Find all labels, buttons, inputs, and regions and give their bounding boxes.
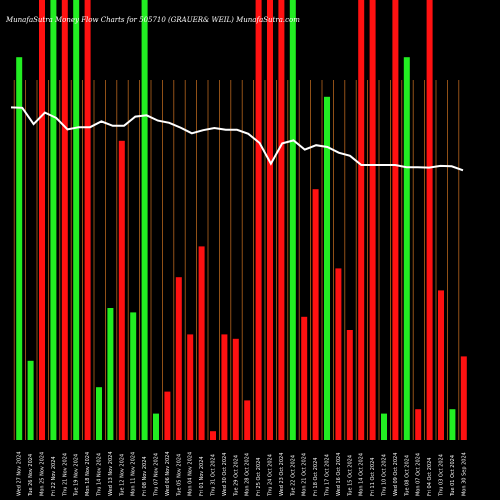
bar [61, 0, 68, 440]
x-tick-label: Thu 10 Oct 2024 [382, 454, 388, 497]
bar [107, 308, 114, 440]
x-tick-label: Mon 30 Sep 2024 [461, 452, 467, 496]
x-tick-label: Thu 21 Nov 2024 [62, 453, 68, 497]
x-tick-label: Thu 31 Oct 2024 [211, 454, 217, 497]
bar [221, 334, 228, 440]
bar [289, 0, 296, 440]
bar [403, 57, 410, 440]
bar-series [16, 0, 467, 441]
x-tick-label: Wed 06 Nov 2024 [165, 451, 171, 496]
bar [346, 330, 353, 440]
x-tick-label: Wed 27 Nov 2024 [17, 451, 23, 496]
x-tick-label: Wed 13 Nov 2024 [108, 451, 114, 496]
bar [96, 387, 102, 440]
x-tick-label: Fri 18 Oct 2024 [313, 458, 319, 496]
x-tick-label: Tue 22 Oct 2024 [290, 455, 296, 497]
x-tick-label: Mon 28 Oct 2024 [245, 453, 251, 496]
x-tick-label: Thu 07 Nov 2024 [154, 453, 160, 497]
bar [39, 0, 45, 440]
x-tick-label: Wed 23 Oct 2024 [279, 453, 285, 496]
x-tick-label: Fri 08 Nov 2024 [142, 456, 148, 496]
x-tick-label: Mon 04 Nov 2024 [188, 452, 194, 496]
bar [255, 0, 262, 440]
bar [426, 0, 433, 440]
bar [449, 409, 456, 440]
bar [141, 0, 148, 440]
bar [335, 268, 342, 440]
x-tick-label: Tue 26 Nov 2024 [28, 454, 34, 497]
bar [301, 316, 308, 440]
x-tick-label: Thu 17 Oct 2024 [325, 454, 331, 497]
x-tick-label: Wed 16 Oct 2024 [336, 453, 342, 496]
x-tick-label: Mon 18 Nov 2024 [85, 452, 91, 496]
bar [50, 0, 57, 440]
x-tick-label: Fri 04 Oct 2024 [427, 458, 433, 496]
bar [16, 57, 23, 440]
bar [244, 400, 251, 440]
x-tick-label: Tue 15 Oct 2024 [347, 455, 353, 497]
bar [415, 409, 422, 440]
bar [392, 0, 399, 440]
bar [232, 338, 239, 440]
x-tick-label: Thu 24 Oct 2024 [268, 454, 274, 497]
bar [187, 334, 194, 440]
bar [460, 356, 467, 440]
x-tick-label: Tue 05 Nov 2024 [176, 454, 182, 497]
bar [73, 0, 80, 440]
bar [381, 413, 387, 440]
x-tick-label: Fri 22 Nov 2024 [51, 456, 57, 496]
x-tick-label: Tue 12 Nov 2024 [119, 454, 125, 497]
bar [210, 431, 216, 440]
x-tick-label: Tue 19 Nov 2024 [74, 454, 80, 497]
x-tick-label: Wed 30 Oct 2024 [222, 453, 228, 496]
bar [175, 277, 182, 440]
bar [84, 0, 91, 440]
x-tick-label: Fri 25 Oct 2024 [256, 458, 262, 496]
bar [278, 0, 285, 440]
bar [198, 246, 205, 440]
x-tick-label: Fri 11 Oct 2024 [370, 458, 376, 496]
bar [324, 96, 330, 441]
x-tick-label: Mon 21 Oct 2024 [302, 453, 308, 496]
x-tick-label: Thu 14 Nov 2024 [97, 453, 103, 497]
bar [312, 189, 319, 440]
x-tick-label: Fri 01 Nov 2024 [199, 456, 205, 496]
x-tick-label: Mon 25 Nov 2024 [40, 452, 46, 496]
bar [267, 0, 273, 440]
bar [164, 391, 171, 440]
bar [153, 413, 159, 440]
bar [369, 0, 376, 440]
bar [118, 140, 125, 441]
x-tick-label: Tue 08 Oct 2024 [404, 455, 410, 497]
bar [358, 0, 365, 440]
x-tick-label: Thu 03 Oct 2024 [439, 454, 445, 497]
x-tick-label: Mon 14 Oct 2024 [359, 453, 365, 496]
x-tick-label: Mon 11 Nov 2024 [131, 452, 137, 496]
grid-lines [13, 80, 460, 440]
chart-title: MunafaSutra Money Flow Charts for 505710… [5, 16, 300, 24]
x-tick-label: Mon 07 Oct 2024 [416, 453, 422, 496]
x-tick-label: Tue 01 Oct 2024 [450, 455, 456, 497]
x-tick-label: Wed 09 Oct 2024 [393, 453, 399, 496]
bar [438, 290, 444, 440]
bar [130, 312, 137, 440]
x-tick-labels: Wed 27 Nov 2024 Tue 26 Nov 2024 Mon 25 Nov… [17, 451, 468, 497]
money-flow-line [10, 106, 464, 172]
bar [27, 360, 34, 440]
x-tick-label: Tue 29 Oct 2024 [233, 455, 239, 497]
